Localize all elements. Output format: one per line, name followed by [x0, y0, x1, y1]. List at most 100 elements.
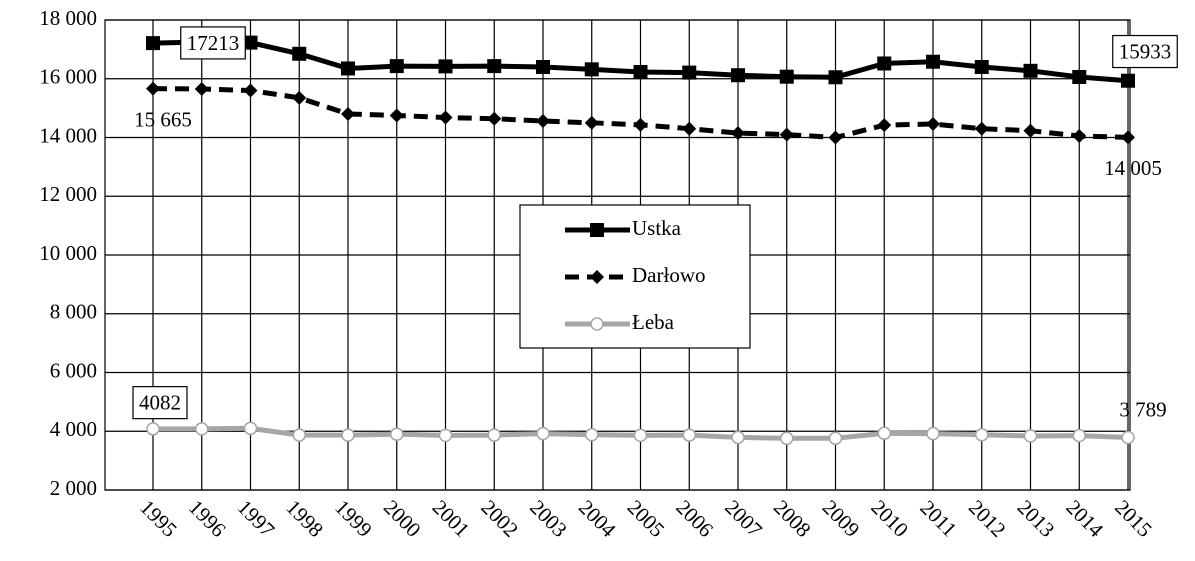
marker [1121, 430, 1135, 445]
marker [487, 428, 501, 442]
marker [731, 68, 745, 83]
x-tick-label: 2009 [818, 495, 865, 542]
marker [1121, 73, 1135, 88]
legend-marker [590, 317, 604, 331]
x-tick-label: 2015 [1110, 495, 1157, 542]
marker [926, 116, 940, 131]
x-tick-label: 2014 [1061, 495, 1108, 542]
x-tick-label: 2004 [574, 495, 621, 542]
plot-frame [104, 19, 1131, 491]
marker [1023, 63, 1038, 78]
marker [243, 83, 258, 98]
marker [828, 431, 843, 446]
marker [487, 59, 502, 74]
marker [584, 115, 599, 130]
series [146, 35, 1135, 88]
data-label: 17213 [187, 31, 240, 55]
x-tick-label: 1998 [281, 495, 328, 542]
x-tick-label: 2002 [476, 495, 523, 542]
marker [828, 130, 843, 145]
x-tick-label: 2005 [623, 495, 670, 542]
marker [731, 430, 745, 445]
legend-label: Łeba [632, 310, 675, 334]
data-label: 14 005 [1104, 156, 1162, 180]
data-label: 4082 [139, 391, 181, 415]
marker [1072, 69, 1087, 84]
marker [584, 62, 599, 77]
y-tick-label: 16 000 [39, 65, 97, 89]
y-tick-label: 18 000 [39, 6, 97, 30]
y-tick-label: 4 000 [50, 417, 97, 441]
y-tick-label: 8 000 [50, 300, 97, 324]
marker [926, 54, 940, 69]
marker [926, 426, 940, 441]
legend-box [519, 204, 751, 349]
marker [877, 118, 892, 133]
marker [292, 90, 307, 105]
series [146, 81, 1135, 145]
marker [731, 126, 745, 141]
marker [292, 46, 307, 61]
x-tick-label: 2001 [428, 495, 475, 542]
legend-label: Darłowo [632, 263, 705, 287]
marker [438, 59, 453, 74]
x-tick-label: 2000 [379, 495, 426, 542]
y-tick-label: 14 000 [39, 123, 97, 147]
marker [243, 421, 258, 436]
x-tick-label: 1996 [184, 495, 231, 542]
marker [780, 431, 794, 446]
marker [292, 428, 306, 442]
legend-item: Darłowo [565, 263, 705, 287]
marker [585, 428, 599, 442]
marker [1023, 123, 1038, 138]
series [146, 421, 1135, 446]
marker [390, 427, 404, 441]
marker [682, 121, 697, 136]
marker [146, 81, 160, 96]
legend-marker [590, 223, 604, 237]
marker [536, 426, 550, 441]
marker [438, 110, 453, 125]
legend-item: Łeba [565, 310, 675, 334]
marker [682, 428, 696, 442]
marker [146, 422, 160, 436]
marker [633, 428, 648, 443]
marker [487, 111, 502, 126]
x-tick-label: 1995 [135, 495, 182, 542]
marker [1072, 129, 1087, 144]
y-tick-label: 6 000 [50, 358, 97, 382]
marker [341, 428, 355, 442]
marker [877, 426, 891, 441]
x-tick-label: 2008 [769, 495, 816, 542]
x-tick-label: 2011 [915, 495, 961, 541]
marker [877, 56, 892, 71]
x-tick-label: 2010 [866, 495, 913, 542]
data-label: 3 789 [1119, 397, 1166, 421]
marker [341, 61, 355, 76]
marker [389, 108, 404, 123]
marker [974, 121, 989, 136]
marker [1121, 130, 1135, 145]
label-box [180, 26, 246, 60]
marker [341, 107, 355, 121]
marker [828, 70, 843, 85]
marker [536, 114, 550, 129]
x-tick-label: 1997 [233, 495, 280, 542]
y-tick-label: 12 000 [39, 182, 97, 206]
label-box [1112, 34, 1178, 69]
x-tick-label: 1999 [330, 495, 377, 542]
marker [1023, 429, 1038, 443]
marker [779, 127, 794, 142]
legend-item: Ustka [565, 216, 682, 240]
y-tick-label: 2 000 [50, 476, 97, 500]
marker [682, 65, 697, 80]
data-label: 15 665 [134, 107, 192, 131]
marker [389, 59, 404, 74]
marker [146, 36, 160, 51]
marker [974, 60, 989, 74]
marker [194, 82, 209, 97]
marker [195, 422, 209, 436]
marker [1072, 428, 1086, 443]
data-label: 15933 [1119, 40, 1172, 64]
